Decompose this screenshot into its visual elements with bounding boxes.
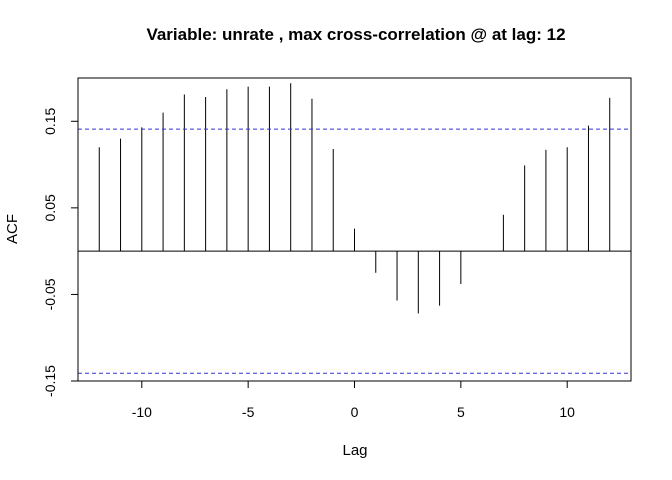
y-tick-label: -0.05 xyxy=(42,278,58,310)
x-tick-label: 5 xyxy=(457,404,465,420)
x-tick-label: -10 xyxy=(132,404,152,420)
acf-bars xyxy=(78,83,631,314)
x-axis-label: Lag xyxy=(342,442,367,459)
x-tick-label: 10 xyxy=(559,404,575,420)
y-tick-label: -0.15 xyxy=(42,365,58,397)
confidence-bands xyxy=(78,128,631,374)
y-tick-label: 0.05 xyxy=(42,194,58,221)
x-axis: -10 -5 0 5 10 xyxy=(132,380,575,420)
x-tick-label: 0 xyxy=(351,404,359,420)
y-tick-label: 0.15 xyxy=(42,107,58,134)
chart-title: Variable: unrate , max cross-correlation… xyxy=(146,25,565,44)
y-axis: -0.15 -0.05 0.05 0.15 xyxy=(42,107,79,397)
y-axis-label: ACF xyxy=(4,214,21,244)
x-tick-label: -5 xyxy=(242,404,255,420)
